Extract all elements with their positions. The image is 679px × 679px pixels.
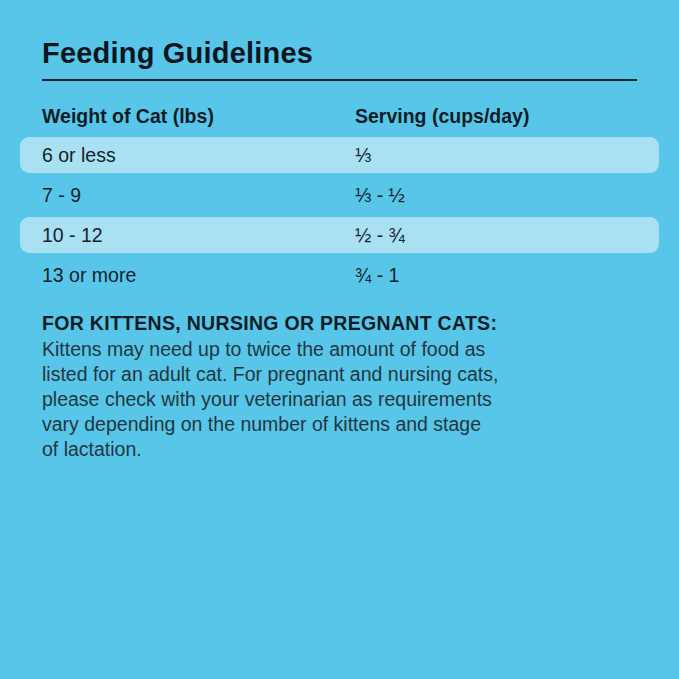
note-line: vary depending on the number of kittens …	[42, 412, 637, 437]
note-line: listed for an adult cat. For pregnant an…	[42, 362, 637, 387]
table-row: 6 or less ⅓	[20, 137, 659, 173]
serving-cell: ⅓ - ½	[355, 184, 637, 207]
page-title: Feeding Guidelines	[42, 36, 637, 70]
serving-cell: ¾ - 1	[355, 264, 637, 287]
weight-cell: 10 - 12	[42, 224, 355, 247]
note-line: of lactation.	[42, 437, 637, 462]
title-underline	[42, 79, 637, 81]
note-body: Kittens may need up to twice the amount …	[42, 337, 637, 462]
content-area: Feeding Guidelines Weight of Cat (lbs) S…	[0, 36, 679, 462]
note-heading: FOR KITTENS, NURSING OR PREGNANT CATS:	[42, 312, 637, 334]
serving-cell: ⅓	[355, 144, 637, 167]
column-header-weight: Weight of Cat (lbs)	[42, 105, 355, 128]
serving-cell: ½ - ¾	[355, 224, 637, 247]
weight-cell: 6 or less	[42, 144, 355, 167]
table-header-row: Weight of Cat (lbs) Serving (cups/day)	[20, 101, 659, 131]
table-row: 7 - 9 ⅓ - ½	[20, 177, 659, 213]
weight-cell: 7 - 9	[42, 184, 355, 207]
table-body: 6 or less ⅓ 7 - 9 ⅓ - ½ 10 - 12 ½ - ¾ 13…	[20, 137, 659, 293]
feeding-guidelines-label: Feeding Guidelines Weight of Cat (lbs) S…	[0, 0, 679, 679]
weight-cell: 13 or more	[42, 264, 355, 287]
table-row: 10 - 12 ½ - ¾	[20, 217, 659, 253]
table-row: 13 or more ¾ - 1	[20, 257, 659, 293]
column-header-serving: Serving (cups/day)	[355, 105, 637, 128]
note-line: Kittens may need up to twice the amount …	[42, 337, 637, 362]
kittens-note: FOR KITTENS, NURSING OR PREGNANT CATS: K…	[20, 312, 659, 462]
note-line: please check with your veterinarian as r…	[42, 387, 637, 412]
